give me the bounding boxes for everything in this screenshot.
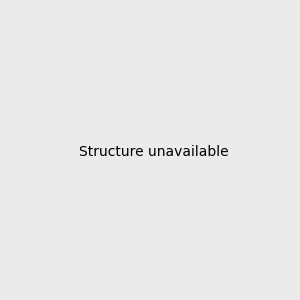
Text: Structure unavailable: Structure unavailable [79, 145, 229, 158]
